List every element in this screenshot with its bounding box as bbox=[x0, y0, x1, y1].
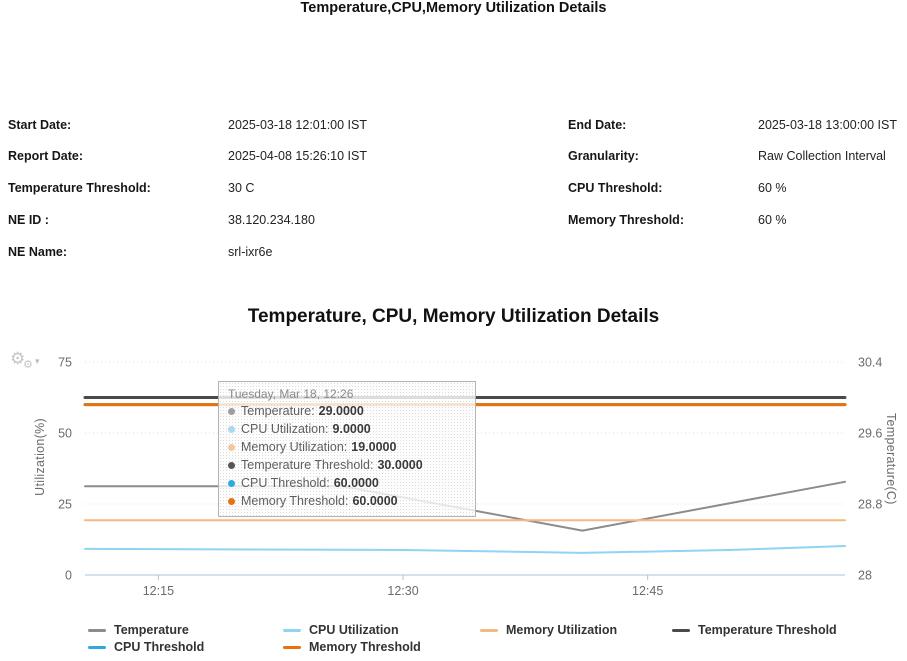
tooltip-row: Memory Utilization: 19.0000 bbox=[228, 438, 466, 456]
series-bullet-icon bbox=[228, 461, 235, 469]
x-axis-tick-label: 12:45 bbox=[632, 584, 663, 598]
left-axis-tick-label: 50 bbox=[58, 427, 72, 441]
meta-value: 60 % bbox=[758, 213, 787, 227]
tooltip-series-label: Temperature Threshold: bbox=[241, 458, 374, 472]
metadata-row: NE Name: srl-ixr6e bbox=[0, 245, 907, 261]
chart-title: Temperature, CPU, Memory Utilization Det… bbox=[247, 306, 660, 327]
legend-item-temperature[interactable]: Temperature bbox=[88, 622, 189, 638]
legend-label: CPU Utilization bbox=[309, 623, 399, 637]
legend-marker bbox=[283, 645, 301, 649]
series-bullet-icon bbox=[228, 497, 235, 505]
chart-legend: Temperature CPU Utilization Memory Utiliza… bbox=[0, 622, 907, 661]
tooltip-header: Tuesday, Mar 18, 12:26 bbox=[228, 387, 354, 401]
meta-value: 60 % bbox=[758, 181, 787, 195]
meta-value: 2025-04-08 15:26:10 IST bbox=[228, 149, 367, 163]
meta-label: Start Date: bbox=[8, 118, 72, 132]
tooltip-row: Temperature Threshold: 30.0000 bbox=[228, 456, 466, 474]
meta-value: 30 C bbox=[228, 181, 255, 195]
chevron-down-icon: ▾ bbox=[35, 356, 40, 366]
legend-marker bbox=[283, 628, 301, 632]
legend-marker bbox=[88, 628, 106, 632]
x-axis-tick-label: 12:30 bbox=[387, 584, 418, 598]
gear-small-icon: ⚙ bbox=[23, 359, 33, 371]
metadata-row: Temperature Threshold: 30 C CPU Threshol… bbox=[0, 181, 907, 197]
legend-label: Temperature Threshold bbox=[698, 623, 837, 637]
legend-marker bbox=[88, 645, 106, 649]
meta-value: srl-ixr6e bbox=[228, 245, 273, 259]
series-cpu-utilization bbox=[84, 545, 846, 554]
series-bullet-icon bbox=[228, 443, 235, 451]
tooltip-series-value: 19.0000 bbox=[351, 440, 397, 454]
legend-label: Memory Utilization bbox=[506, 623, 618, 637]
legend-item-memory-utilization[interactable]: Memory Utilization bbox=[480, 622, 617, 638]
legend-marker bbox=[480, 628, 498, 632]
left-axis-tick-label: 25 bbox=[58, 498, 72, 512]
right-axis-tick-label: 28.8 bbox=[858, 498, 882, 512]
meta-label: CPU Threshold: bbox=[568, 181, 663, 195]
meta-value: Raw Collection Interval bbox=[758, 149, 886, 163]
tooltip-series-value: 9.0000 bbox=[332, 422, 371, 436]
meta-value: 38.120.234.180 bbox=[228, 213, 315, 227]
legend-item-cpu-utilization[interactable]: CPU Utilization bbox=[283, 622, 399, 638]
tooltip-row: Memory Threshold: 60.0000 bbox=[228, 492, 466, 510]
metadata-row: Report Date: 2025-04-08 15:26:10 IST Gra… bbox=[0, 149, 907, 165]
right-axis-title: Temperature(C) bbox=[884, 413, 898, 505]
right-axis-tick-label: 30.4 bbox=[858, 356, 882, 370]
meta-label: End Date: bbox=[568, 118, 627, 132]
chart-export-menu[interactable]: ⚙ ⚙ ▾ bbox=[10, 348, 52, 374]
meta-value: 2025-03-18 13:00:00 IST bbox=[758, 118, 897, 132]
left-axis-tick-label: 75 bbox=[58, 356, 72, 370]
meta-label: NE ID : bbox=[8, 213, 49, 227]
meta-value: 2025-03-18 12:01:00 IST bbox=[228, 118, 367, 132]
meta-label: NE Name: bbox=[8, 245, 68, 259]
tooltip-series-value: 29.0000 bbox=[318, 404, 364, 418]
meta-label: Temperature Threshold: bbox=[8, 181, 151, 195]
tooltip-series-label: Temperature: bbox=[241, 404, 315, 418]
right-axis-tick-label: 28 bbox=[858, 569, 872, 583]
right-axis-tick-label: 29.6 bbox=[858, 427, 882, 441]
meta-label: Report Date: bbox=[8, 149, 84, 163]
series-bullet-icon bbox=[228, 479, 235, 487]
series-bullet-icon bbox=[228, 407, 235, 415]
legend-label: Memory Threshold bbox=[309, 640, 421, 654]
tooltip-series-label: CPU Threshold: bbox=[241, 476, 330, 490]
legend-item-cpu-threshold[interactable]: CPU Threshold bbox=[88, 639, 204, 655]
tooltip-series-value: 30.0000 bbox=[377, 458, 423, 472]
legend-item-temperature-threshold[interactable]: Temperature Threshold bbox=[672, 622, 837, 638]
page-title: Temperature,CPU,Memory Utilization Detai… bbox=[300, 0, 607, 16]
report-metadata: Start Date: 2025-03-18 12:01:00 IST End … bbox=[0, 118, 907, 263]
tooltip-row: CPU Utilization: 9.0000 bbox=[228, 420, 466, 438]
legend-marker bbox=[672, 628, 690, 632]
tooltip-row: Temperature: 29.0000 bbox=[228, 402, 466, 420]
legend-item-memory-threshold[interactable]: Memory Threshold bbox=[283, 639, 421, 655]
x-axis-tick-label: 12:15 bbox=[143, 584, 174, 598]
chart-tooltip: Tuesday, Mar 18, 12:26 Temperature: 29.00… bbox=[218, 381, 476, 517]
tooltip-series-label: Memory Threshold: bbox=[241, 494, 349, 508]
legend-label: Temperature bbox=[114, 623, 189, 637]
meta-label: Granularity: bbox=[568, 149, 639, 163]
tooltip-series-label: Memory Utilization: bbox=[241, 440, 348, 454]
series-bullet-icon bbox=[228, 425, 235, 433]
tooltip-rows: Temperature: 29.0000 CPU Utilization: 9.000… bbox=[228, 402, 466, 510]
tooltip-series-value: 60.0000 bbox=[352, 494, 398, 508]
tooltip-series-label: CPU Utilization: bbox=[241, 422, 329, 436]
metadata-row: NE ID : 38.120.234.180 Memory Threshold:… bbox=[0, 213, 907, 229]
gear-icon: ⚙ bbox=[10, 349, 26, 368]
meta-label: Memory Threshold: bbox=[568, 213, 684, 227]
legend-label: CPU Threshold bbox=[114, 640, 205, 654]
tooltip-row: CPU Threshold: 60.0000 bbox=[228, 474, 466, 492]
metadata-row: Start Date: 2025-03-18 12:01:00 IST End … bbox=[0, 118, 907, 134]
tooltip-series-value: 60.0000 bbox=[333, 476, 379, 490]
left-axis-tick-label: 0 bbox=[65, 569, 72, 583]
